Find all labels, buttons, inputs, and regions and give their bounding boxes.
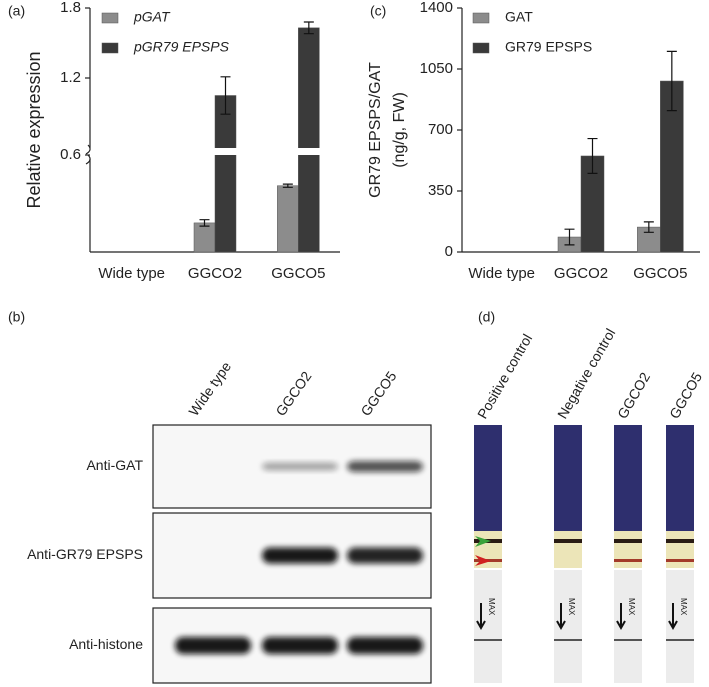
error-bar (199, 219, 210, 227)
control-line (666, 539, 694, 543)
test-line (666, 559, 694, 562)
lane-label: Wide type (185, 359, 234, 419)
y-tick-label: 1400 (420, 0, 453, 16)
y-tick-label: 1.2 (60, 69, 81, 86)
error-bar (643, 221, 654, 233)
row-label: Anti-GR79 EPSPS (27, 546, 143, 562)
strip-window (474, 531, 502, 568)
strip-base (666, 570, 694, 683)
row-label: Anti-GAT (86, 457, 143, 473)
strip-text: MAX (567, 598, 576, 616)
test-line (614, 559, 642, 562)
y-axis-label: GR79 EPSPS/GAT (367, 62, 384, 198)
strip-window (666, 531, 694, 568)
y-axis-label: (ng/g, FW) (391, 92, 408, 168)
strip-base (554, 570, 582, 683)
error-bar (587, 137, 598, 174)
lane-label: GGCO2 (272, 368, 314, 419)
bar (214, 95, 237, 253)
strip-pad (666, 425, 694, 531)
blot-band (262, 637, 338, 654)
strip-base (474, 570, 502, 683)
bar (277, 185, 299, 253)
strip-pad (474, 425, 502, 531)
legend-label: GR79 EPSPS (505, 39, 592, 55)
y-tick-label: 350 (428, 182, 453, 199)
strip-label: GGCO5 (666, 369, 705, 421)
blot-band (347, 461, 423, 472)
strip-pad (554, 425, 582, 531)
green-arrow (475, 536, 491, 547)
strip-window (614, 531, 642, 568)
lane-label: GGCO5 (357, 368, 399, 419)
x-tick-label: GGCO2 (554, 265, 608, 282)
blot-band (347, 547, 423, 564)
y-axis-label: Relative expression (24, 51, 44, 208)
legend-label: GAT (505, 9, 533, 25)
error-bar (666, 50, 677, 112)
panel-label: (d) (478, 309, 495, 325)
x-tick-label: GGCO5 (633, 265, 687, 282)
error-bar (303, 21, 314, 35)
legend-label: pGAT (133, 9, 171, 25)
strip-label: GGCO2 (614, 369, 653, 421)
strip-arrow (616, 603, 626, 631)
blot-band (347, 637, 423, 654)
break-gap (214, 148, 237, 155)
y-tick-label: 0 (445, 243, 453, 260)
red-arrow (475, 555, 491, 566)
strip-label: Negative control (554, 326, 618, 422)
strip-text: MAX (627, 598, 636, 616)
legend-swatch (472, 42, 490, 54)
blot-band (262, 462, 338, 471)
control-line (554, 539, 582, 543)
panel-label: (b) (8, 309, 25, 325)
x-tick-label: GGCO5 (271, 265, 325, 282)
blot-band (262, 547, 338, 564)
error-bar (282, 183, 293, 188)
y-tick-label: 0.6 (60, 146, 81, 163)
strip-arrow (476, 603, 486, 631)
x-tick-label: GGCO2 (188, 265, 242, 282)
y-tick-label: 1050 (420, 60, 453, 77)
legend-swatch (101, 42, 119, 54)
panel-label: (c) (370, 3, 386, 19)
legend-label: pGR79 EPSPS (133, 39, 230, 55)
control-line (614, 539, 642, 543)
break-gap (297, 148, 321, 155)
legend-swatch (472, 12, 490, 24)
bar (193, 222, 216, 253)
x-tick-label: Wide type (98, 265, 165, 282)
strip-arrow (668, 603, 678, 631)
error-bar (220, 76, 231, 115)
row-label: Anti-histone (69, 636, 143, 652)
y-tick-label: 1.8 (60, 0, 81, 16)
legend-swatch (101, 12, 119, 24)
strip-label: Positive control (474, 331, 535, 421)
blot-band (175, 637, 251, 654)
strip-arrow (556, 603, 566, 631)
panel-label: (a) (8, 3, 25, 19)
strip-window (554, 531, 582, 568)
strip-text: MAX (679, 598, 688, 616)
strip-base (614, 570, 642, 683)
x-tick-label: Wide type (468, 265, 535, 282)
axis-break (85, 144, 91, 165)
strip-pad (614, 425, 642, 531)
error-bar (564, 228, 575, 246)
y-tick-label: 700 (428, 121, 453, 138)
strip-text: MAX (487, 598, 496, 616)
bar (298, 27, 320, 253)
